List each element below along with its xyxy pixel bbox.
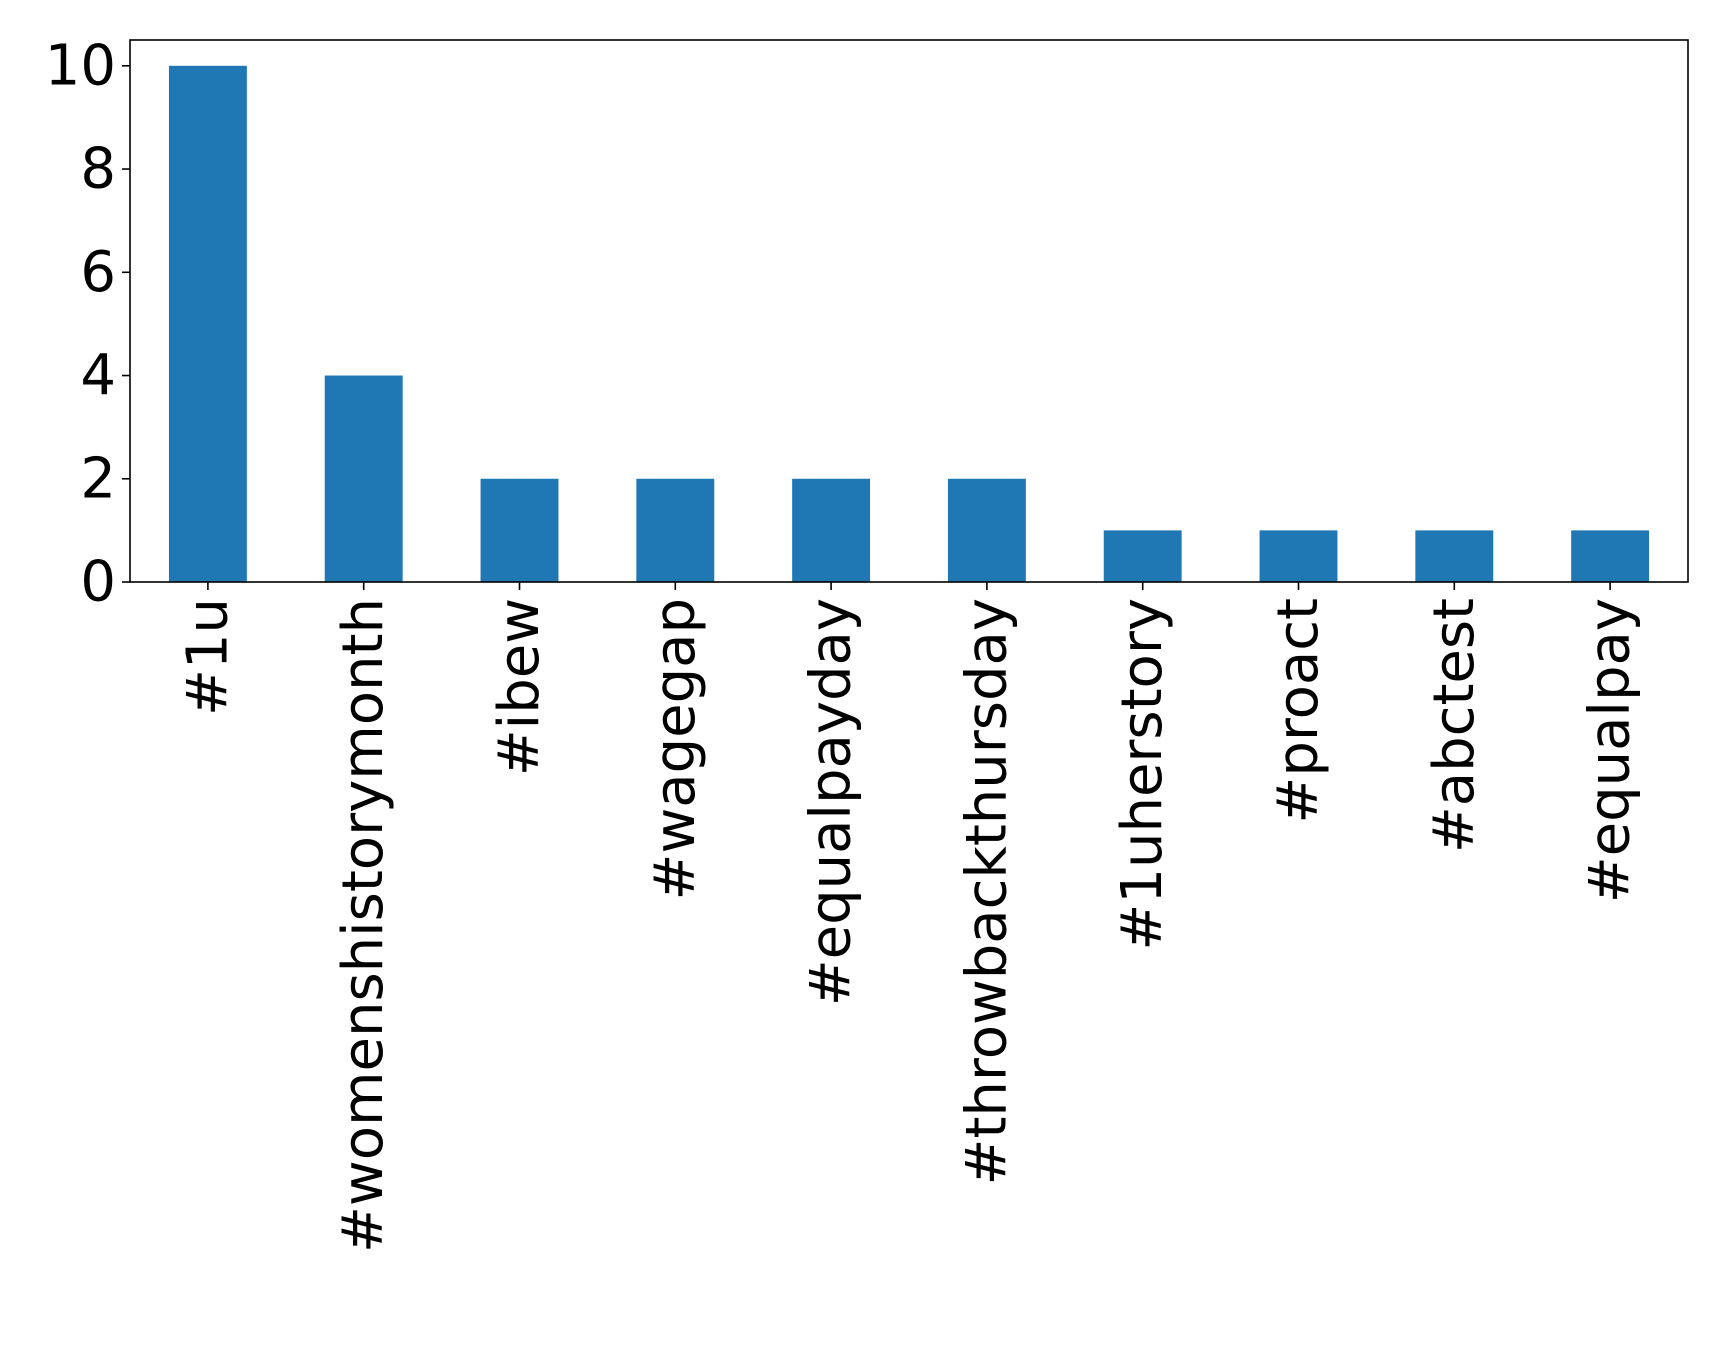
bar-abctest bbox=[1415, 530, 1494, 582]
x-tick-label: #1uherstory bbox=[1110, 598, 1175, 951]
x-tick-label: #throwbackthursday bbox=[954, 598, 1019, 1185]
x-tick-label: #equalpayday bbox=[799, 598, 864, 1006]
bar-throwbackthursday bbox=[947, 478, 1026, 582]
x-tick-label: #proact bbox=[1266, 598, 1331, 824]
plot-area-frame bbox=[129, 39, 1689, 583]
x-tick-label: #abctest bbox=[1422, 598, 1487, 853]
y-tick-label: 8 bbox=[80, 137, 116, 202]
x-tick-label: #wagegap bbox=[643, 598, 708, 900]
x-axis-ticks: #1u #womenshistorymonth #ibew #wagegap #equa… bbox=[175, 582, 1643, 1253]
bar-ibew bbox=[480, 478, 559, 582]
y-tick-label: 10 bbox=[45, 33, 116, 98]
bar-proact bbox=[1259, 530, 1338, 582]
bar-equalpayday bbox=[792, 478, 871, 582]
x-tick-label: #womenshistorymonth bbox=[331, 598, 396, 1253]
x-tick-label: #equalpay bbox=[1578, 598, 1643, 903]
y-axis-ticks: 0 2 4 6 8 10 bbox=[45, 33, 130, 615]
y-tick-label: 4 bbox=[80, 343, 116, 408]
bar-1uherstory bbox=[1103, 530, 1182, 582]
y-tick-label: 0 bbox=[80, 550, 116, 615]
x-tick-label: #ibew bbox=[487, 598, 552, 776]
y-tick-label: 6 bbox=[80, 240, 116, 305]
y-tick-label: 2 bbox=[80, 446, 116, 511]
bar-womenshistorymonth bbox=[324, 375, 403, 582]
bar-1u bbox=[168, 65, 247, 583]
bars-group bbox=[168, 65, 1650, 583]
x-tick-label: #1u bbox=[175, 598, 240, 716]
bar-equalpay bbox=[1571, 530, 1650, 582]
bar-wagegap bbox=[636, 478, 715, 582]
